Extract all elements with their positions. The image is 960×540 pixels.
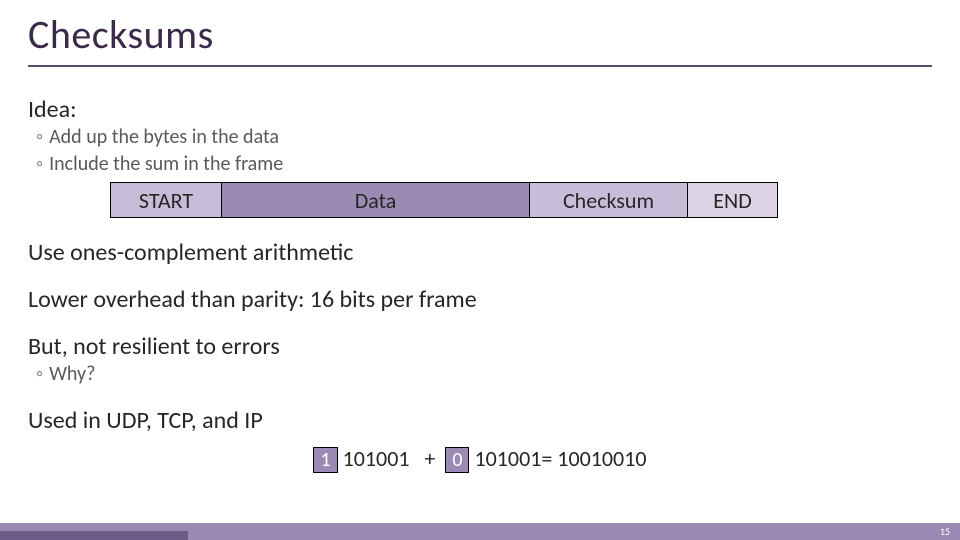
idea-heading: Idea: xyxy=(28,95,932,124)
bullet-mark-icon: ◦ xyxy=(36,152,43,176)
slide-title: Checksums xyxy=(28,10,932,59)
bullet-text: Include the sum in the frame xyxy=(49,152,283,176)
body-line-4: Used in UDP, TCP, and IP xyxy=(28,406,932,435)
idea-bullet-1: ◦Add up the bytes in the data xyxy=(36,124,932,151)
body-line-2: Lower overhead than parity: 16 bits per … xyxy=(28,285,932,314)
frame-cell-start: START xyxy=(110,182,222,218)
bullet-text: Add up the bytes in the data xyxy=(49,125,279,149)
equation: 1 101001 + 0 101001= 10010010 xyxy=(28,445,932,473)
frame-diagram: START Data Checksum END xyxy=(110,182,932,218)
bullet-mark-icon: ◦ xyxy=(36,125,43,149)
bullet-text: Why? xyxy=(49,362,95,386)
why-bullet: ◦Why? xyxy=(36,361,932,388)
footer-bar: 15 xyxy=(0,523,960,540)
body-line-3: But, not resilient to errors xyxy=(28,332,932,361)
footer-bar-inner xyxy=(0,531,188,540)
equation-plus: + xyxy=(424,445,435,472)
body-line-1: Use ones-complement arithmetic xyxy=(28,238,932,267)
page-number: 15 xyxy=(940,525,950,538)
bullet-mark-icon: ◦ xyxy=(36,362,43,386)
idea-bullet-2: ◦Include the sum in the frame xyxy=(36,151,932,178)
equation-seg-1: 101001 xyxy=(343,445,410,472)
frame-cell-end: END xyxy=(688,182,778,218)
slide: Checksums Idea: ◦Add up the bytes in the… xyxy=(0,0,960,540)
equation-box-2: 0 xyxy=(445,447,469,473)
equation-box-1: 1 xyxy=(313,447,337,473)
title-rule xyxy=(28,65,932,67)
equation-seg-2: 101001= 10010010 xyxy=(474,445,646,472)
frame-cell-checksum: Checksum xyxy=(530,182,688,218)
frame-cell-data: Data xyxy=(222,182,530,218)
